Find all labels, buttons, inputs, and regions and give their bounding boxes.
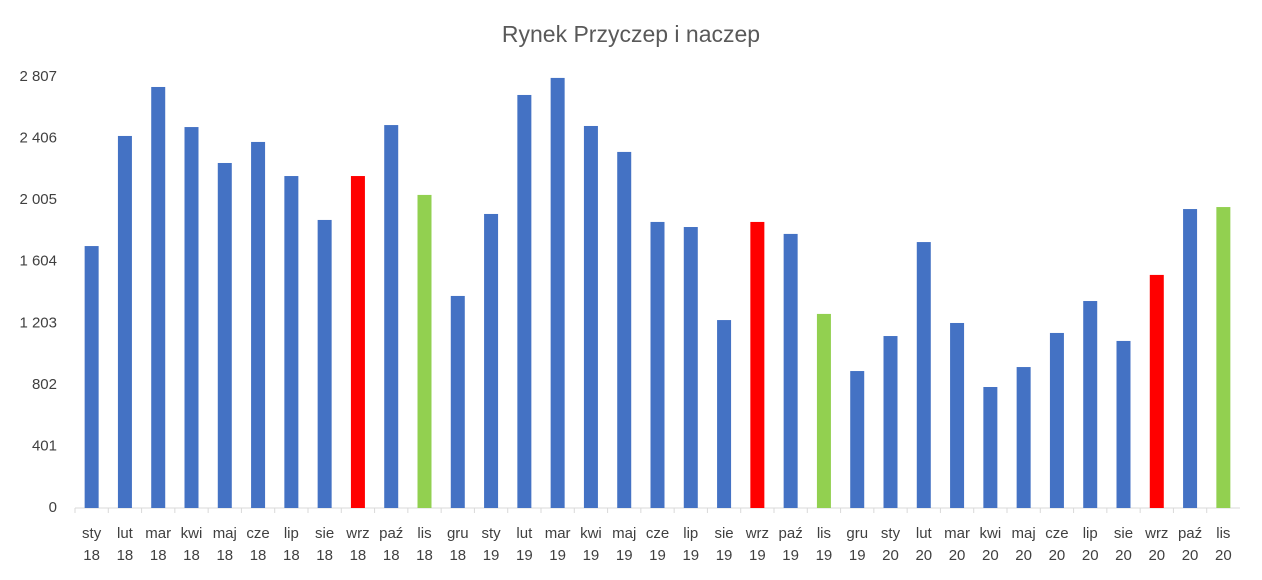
x-tick-label: wrz 20 [1144,525,1168,564]
x-tick-label: gru 19 [846,525,868,564]
x-tick-label: maj 18 [213,525,237,564]
bar [251,141,266,509]
x-tick-label: lut 19 [516,525,533,564]
bar [1083,301,1098,508]
bar [1183,209,1198,508]
x-tick-label: lut 18 [117,525,134,564]
x-tick-label: sie 19 [714,525,733,564]
bar [450,295,465,508]
bar [417,194,432,508]
x-tick-label: lip 20 [1082,525,1099,564]
bar [1216,207,1231,508]
bar [1016,367,1031,508]
y-tick-label: 2 807 [19,68,57,85]
x-tick-label: lis 18 [416,525,433,564]
bar [151,86,166,508]
bar [117,135,132,508]
y-tick-label: 401 [32,437,57,454]
x-tick-label: paź 19 [779,525,803,564]
x-tick-label: paź 20 [1178,525,1202,564]
chart-title: Rynek Przyczep i naczep [502,21,760,47]
y-tick-label: 802 [32,376,57,393]
x-tick-label: cze 19 [646,525,669,564]
bar [184,127,199,508]
x-tick-label: cze 20 [1045,525,1068,564]
bar [217,162,232,508]
x-tick-label: wrz 18 [345,525,369,564]
x-tick-label: sie 18 [315,525,334,564]
bar [517,94,532,509]
bar [384,125,399,508]
bar [983,387,998,508]
x-tick-label: sie 20 [1114,525,1133,564]
y-tick-label: 0 [49,499,57,516]
x-tick-label: mar 20 [944,525,970,564]
x-tick-label: kwi 18 [181,525,203,564]
x-tick-label: wrz 19 [745,525,769,564]
x-tick-label: lis 19 [816,525,833,564]
x-tick-label: lip 18 [283,525,300,564]
bar [1049,332,1064,508]
bar [650,221,665,508]
bar [883,336,898,508]
bar [84,246,99,508]
bar [816,313,831,508]
bar [750,221,765,508]
y-tick-label: 2 005 [19,191,57,208]
bar [683,227,698,508]
bar [783,233,798,508]
bar [916,242,931,509]
x-tick-label: maj 20 [1012,525,1036,564]
bar [317,219,332,508]
x-tick-label: paź 18 [379,525,403,564]
bar [284,176,299,509]
x-tick-label: mar 18 [145,525,171,564]
y-tick-label: 1 203 [19,314,57,331]
bar [550,77,565,508]
x-tick-label: maj 19 [612,525,636,564]
bar [717,320,732,508]
y-tick-label: 2 406 [19,130,57,147]
x-tick-label: kwi 20 [980,525,1002,564]
bar [1116,340,1131,508]
bar [950,322,965,508]
x-tick-label: sty 19 [481,525,501,564]
x-tick-label: cze 18 [246,525,269,564]
x-tick-label: sty 20 [881,525,901,564]
bar [1149,274,1164,508]
bar [617,151,632,509]
x-tick-label: lip 19 [682,525,699,564]
bar [350,176,365,509]
x-tick-label: mar 19 [545,525,571,564]
x-tick-label: kwi 19 [580,525,602,564]
y-tick-label: 1 604 [19,253,57,270]
x-tick-label: sty 18 [82,525,102,564]
x-tick-label: lut 20 [915,525,932,564]
x-tick-label: lis 20 [1215,525,1232,564]
x-tick-label: gru 18 [447,525,469,564]
bar [850,371,865,508]
bar [583,125,598,508]
bar [484,213,499,508]
